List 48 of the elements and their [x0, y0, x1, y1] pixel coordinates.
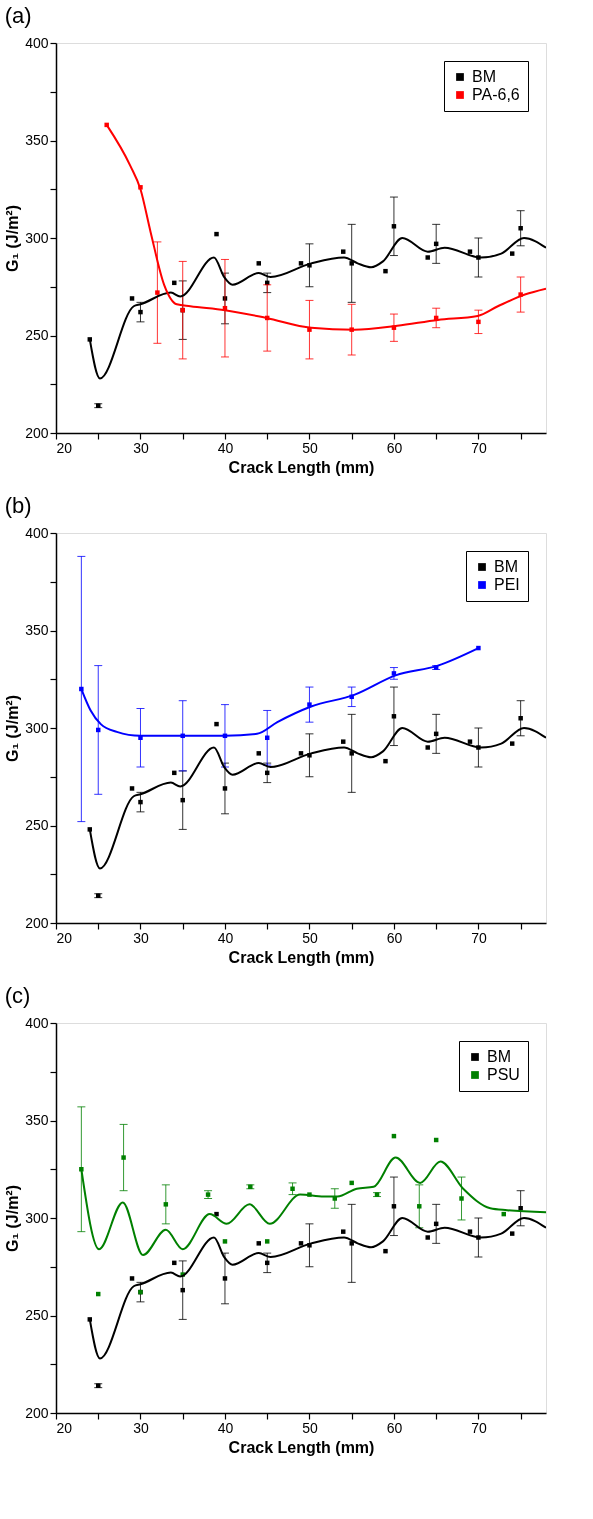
legend-label: PA-6,6 — [472, 86, 520, 103]
x-tick-label: 30 — [133, 1419, 149, 1436]
x-tick-label: 60 — [386, 929, 403, 946]
y-tick-label: 200 — [25, 424, 49, 441]
x-tick-label: 60 — [386, 1419, 403, 1436]
chart-title: (a) — [4, 3, 32, 28]
x-tick-label: 20 — [56, 439, 73, 456]
legend-label: PSU — [487, 1066, 520, 1083]
x-tick-label: 40 — [217, 929, 234, 946]
x-tick-label: 50 — [302, 1419, 318, 1436]
x-axis-title: Crack Length (mm) — [228, 458, 375, 476]
y-tick-label: 400 — [25, 524, 49, 541]
y-tick-label: 200 — [25, 914, 49, 931]
x-tick-label: 50 — [302, 929, 318, 946]
y-tick-label: 250 — [25, 327, 49, 343]
x-tick-label: 70 — [471, 439, 487, 456]
x-tick-label: 30 — [133, 439, 149, 456]
y-tick-label: 300 — [25, 229, 49, 246]
x-tick-label: 60 — [386, 439, 403, 456]
y-tick-label: 300 — [25, 719, 49, 736]
chart-title: (c) — [4, 983, 31, 1008]
y-tick-label: 250 — [25, 1307, 49, 1323]
x-axis-title: Crack Length (mm) — [228, 1438, 375, 1456]
x-tick-label: 70 — [471, 1419, 487, 1436]
x-tick-label: 40 — [217, 439, 234, 456]
chart-title: (b) — [4, 493, 32, 518]
y-tick-label: 350 — [25, 1112, 49, 1128]
x-tick-label: 40 — [217, 1419, 234, 1436]
x-tick-label: 50 — [302, 439, 318, 456]
legend-label: PEI — [494, 576, 520, 593]
x-axis-title: Crack Length (mm) — [228, 948, 375, 966]
y-axis-title: G₁ (J/m²) — [4, 694, 22, 763]
x-tick-label: 30 — [133, 929, 149, 946]
y-axis-title: G₁ (J/m²) — [4, 1184, 22, 1253]
y-tick-label: 300 — [25, 1209, 49, 1226]
y-tick-label: 350 — [25, 132, 49, 148]
x-tick-label: 20 — [56, 1419, 73, 1436]
legend-label: BM — [472, 68, 496, 85]
y-axis-title: G₁ (J/m²) — [4, 204, 22, 273]
legend-label: BM — [494, 558, 518, 575]
legend-label: BM — [487, 1048, 511, 1065]
y-tick-label: 200 — [25, 1404, 49, 1421]
x-tick-label: 20 — [56, 929, 73, 946]
x-tick-label: 70 — [471, 929, 487, 946]
y-tick-label: 250 — [25, 817, 49, 833]
y-tick-label: 400 — [25, 1014, 49, 1031]
y-tick-label: 350 — [25, 622, 49, 638]
y-tick-label: 400 — [25, 34, 49, 51]
